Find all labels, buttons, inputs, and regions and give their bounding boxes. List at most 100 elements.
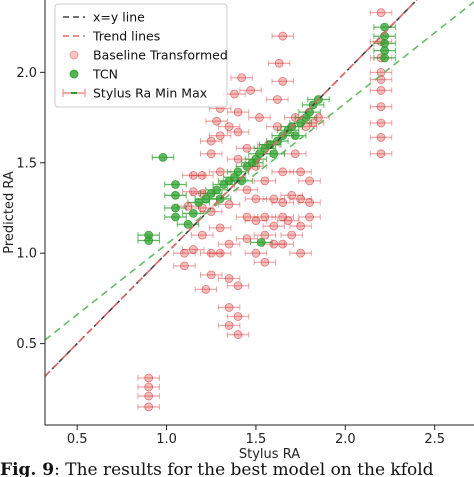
baseline-point-39 xyxy=(237,73,247,83)
baseline-point-29 xyxy=(224,239,234,249)
baseline-point-35 xyxy=(233,281,243,291)
x-tick-label-4: 2.5 xyxy=(424,432,445,447)
tcn-point-2 xyxy=(158,152,168,162)
tcn-point-38 xyxy=(380,46,390,56)
baseline-point-32 xyxy=(230,89,239,99)
y-tick-label-3: 2.0 xyxy=(16,66,37,81)
baseline-point-57 xyxy=(269,194,279,204)
baseline-point-47 xyxy=(251,194,261,204)
baseline-point-55 xyxy=(269,239,279,249)
baseline-point-74 xyxy=(296,194,306,204)
legend-handle-2 xyxy=(69,50,79,60)
baseline-point-49 xyxy=(255,113,264,122)
tcn-point-9 xyxy=(194,198,204,207)
figure-caption: Fig. 9: The results for the best model o… xyxy=(0,459,474,477)
x-tick-label-2: 1.5 xyxy=(246,432,267,447)
y-axis-label: Predicted RA xyxy=(2,171,17,254)
baseline-point-77 xyxy=(305,212,314,222)
baseline-point-13 xyxy=(197,171,207,180)
x-tick-label-0: 0.5 xyxy=(67,432,88,447)
baseline-point-26 xyxy=(224,321,234,330)
baseline-point-22 xyxy=(215,223,225,233)
baseline-point-58 xyxy=(272,122,282,131)
baseline-point-52 xyxy=(260,212,270,222)
baseline-point-8 xyxy=(188,187,198,197)
baseline-point-80 xyxy=(308,118,318,128)
tcn-point-26 xyxy=(269,149,279,159)
baseline-point-19 xyxy=(206,136,216,146)
baseline-point-44 xyxy=(246,86,255,95)
baseline-point-68 xyxy=(287,230,297,240)
tcn-point-3 xyxy=(171,212,180,222)
baseline-point-72 xyxy=(296,248,306,258)
baseline-point-4 xyxy=(180,261,189,271)
legend: x=y line Trend lines Baseline Transformed T… xyxy=(54,3,228,108)
x-tick-label-3: 2.0 xyxy=(335,432,356,447)
tcn-point-31 xyxy=(290,131,300,141)
baseline-point-42 xyxy=(242,185,252,195)
baseline-point-71 xyxy=(290,113,300,122)
baseline-point-9 xyxy=(188,171,198,180)
baseline-point-23 xyxy=(215,167,225,177)
baseline-point-50 xyxy=(260,257,270,267)
baseline-point-64 xyxy=(278,167,288,177)
baseline-point-33 xyxy=(233,330,243,339)
tcn-point-12 xyxy=(212,185,222,195)
baseline-point-3 xyxy=(144,373,154,383)
baseline-point-28 xyxy=(224,274,234,283)
legend-box xyxy=(54,3,228,108)
tcn-point-17 xyxy=(233,167,243,177)
baseline-point-69 xyxy=(287,190,297,200)
baseline-point-85 xyxy=(376,102,386,112)
tcn-point-5 xyxy=(171,190,180,200)
baseline-point-53 xyxy=(260,176,270,186)
baseline-point-86 xyxy=(376,86,386,95)
baseline-point-51 xyxy=(260,230,270,240)
baseline-point-1 xyxy=(144,391,154,401)
tcn-point-4 xyxy=(171,203,180,213)
caption-text: : The results for the best model on the … xyxy=(54,460,434,477)
y-tick-label-2: 1.5 xyxy=(16,156,37,171)
baseline-point-20 xyxy=(212,116,222,126)
trend-line-baseline xyxy=(44,0,418,377)
tcn-point-1 xyxy=(144,230,154,240)
baseline-point-82 xyxy=(376,149,386,159)
baseline-point-2 xyxy=(144,382,154,392)
baseline-point-84 xyxy=(376,118,386,128)
baseline-point-21 xyxy=(215,248,225,258)
baseline-point-5 xyxy=(180,248,189,258)
baseline-point-56 xyxy=(269,221,279,231)
baseline-point-61 xyxy=(278,239,288,249)
baseline-point-41 xyxy=(242,212,252,222)
baseline-point-37 xyxy=(233,127,243,137)
baseline-point-7 xyxy=(183,201,193,211)
lines-layer xyxy=(44,0,474,377)
baseline-point-14 xyxy=(201,284,211,294)
baseline-point-31 xyxy=(224,122,234,131)
baseline-point-27 xyxy=(224,303,234,312)
baseline-point-15 xyxy=(206,270,216,280)
baseline-point-59 xyxy=(272,95,282,104)
baseline-point-43 xyxy=(242,143,252,153)
baseline-point-36 xyxy=(233,154,243,164)
baseline-point-73 xyxy=(296,221,306,231)
tcn-point-8 xyxy=(188,209,198,218)
baseline-point-66 xyxy=(278,31,288,41)
baseline-point-34 xyxy=(233,312,243,321)
tcn-point-41 xyxy=(380,22,390,32)
tcn-point-32 xyxy=(296,118,306,128)
baseline-point-24 xyxy=(215,131,225,141)
baseline-point-75 xyxy=(296,167,306,177)
legend-label-4: Stylus Ra Min Max xyxy=(93,86,207,101)
baseline-point-16 xyxy=(206,248,216,258)
legend-label-1: Trend lines xyxy=(92,29,160,44)
baseline-point-83 xyxy=(376,133,386,142)
tcn-point-6 xyxy=(171,180,180,189)
y-axis-ticks: 0.5 1.0 1.5 2.0 xyxy=(16,66,45,352)
y-tick-label-0: 0.5 xyxy=(16,337,37,352)
legend-label-0: x=y line xyxy=(93,10,145,25)
baseline-point-67 xyxy=(283,216,293,226)
y-tick-label-1: 1.0 xyxy=(16,247,37,262)
baseline-point-78 xyxy=(305,198,314,207)
